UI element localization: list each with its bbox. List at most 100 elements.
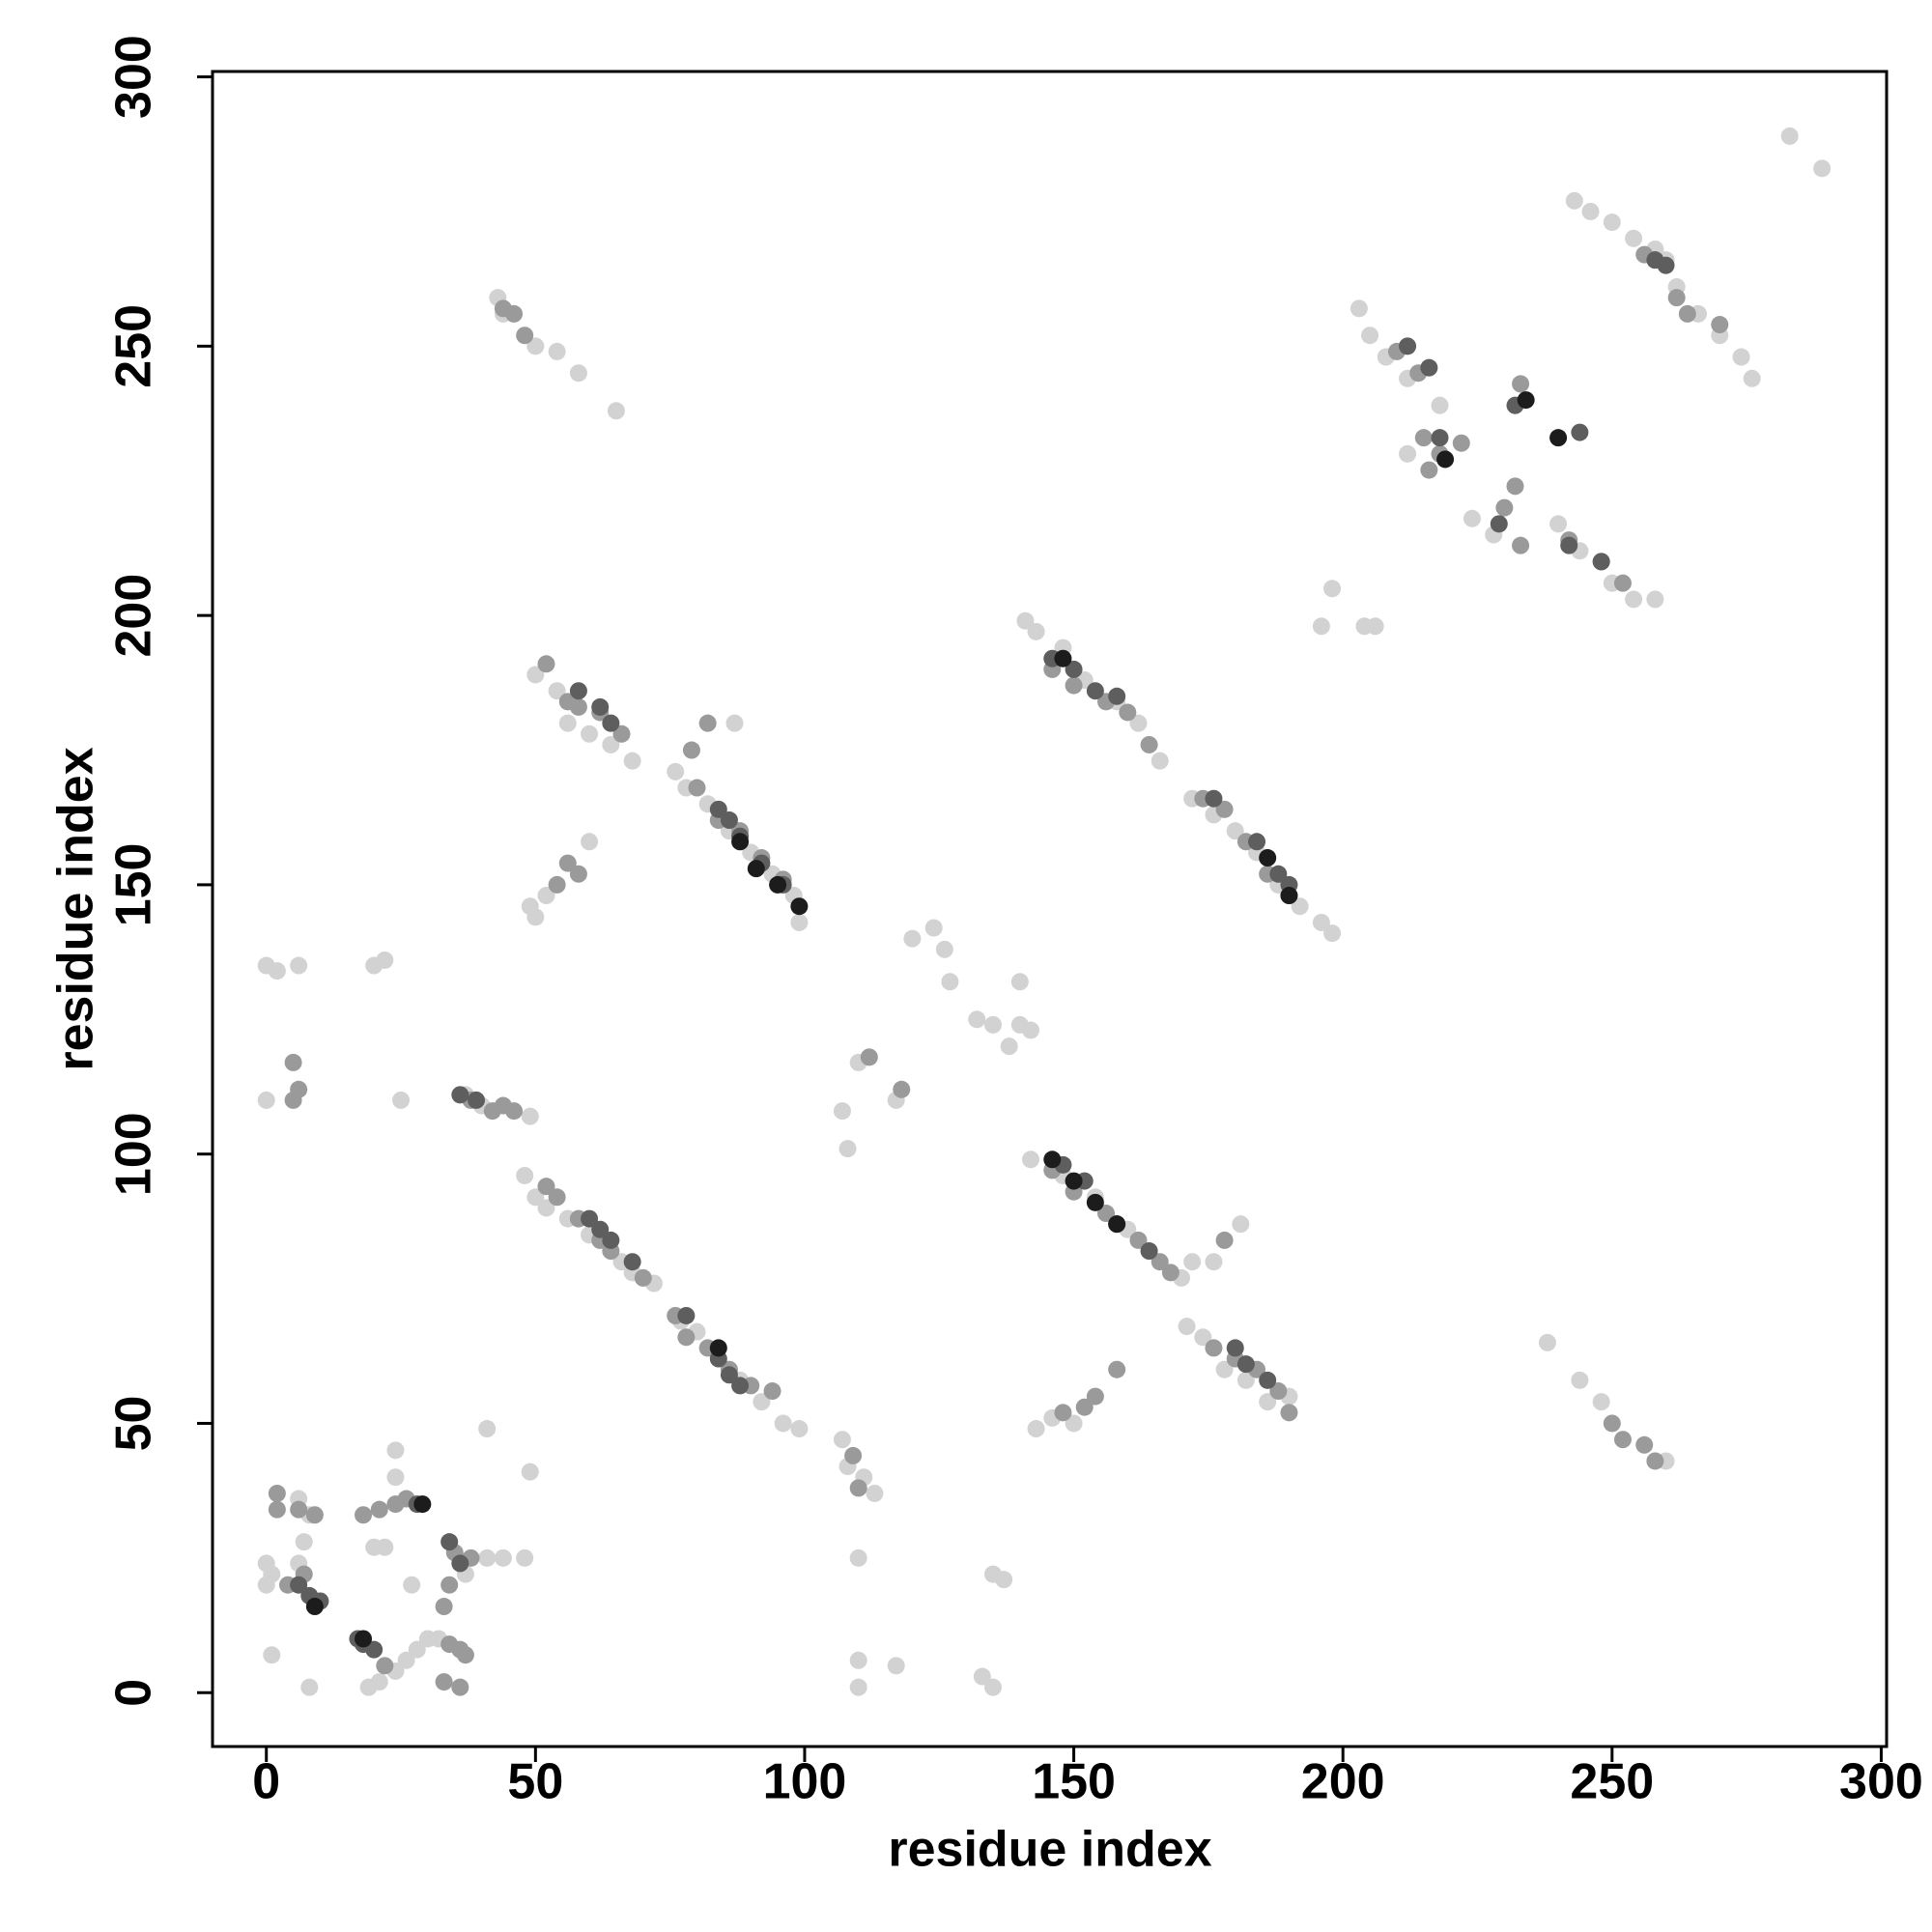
point <box>1280 1404 1298 1422</box>
point <box>838 1140 857 1158</box>
y-tick-label: 200 <box>106 574 162 658</box>
point <box>376 1657 394 1675</box>
point <box>866 1484 884 1502</box>
point <box>355 1506 373 1524</box>
point <box>1236 1371 1255 1389</box>
point <box>941 973 959 991</box>
point <box>468 1091 486 1109</box>
point <box>623 1253 641 1271</box>
point <box>1420 461 1438 479</box>
y-tick-label: 300 <box>106 35 162 119</box>
point <box>769 875 787 894</box>
point <box>558 854 577 872</box>
point <box>682 741 700 759</box>
point <box>844 1446 863 1464</box>
point <box>1549 429 1568 447</box>
point <box>1592 1393 1610 1411</box>
point <box>688 779 706 797</box>
point <box>505 304 524 323</box>
point <box>731 833 750 851</box>
point <box>1414 429 1433 447</box>
point <box>1119 703 1137 722</box>
point <box>365 1640 384 1659</box>
point <box>833 1431 851 1449</box>
point <box>478 1420 497 1438</box>
point <box>1603 1414 1621 1433</box>
point <box>849 1479 867 1497</box>
point <box>516 1166 534 1184</box>
point <box>581 833 599 851</box>
point <box>1613 1431 1632 1449</box>
point <box>376 1538 394 1556</box>
point <box>370 1500 388 1519</box>
point <box>516 1548 534 1567</box>
point <box>386 1441 405 1460</box>
point <box>413 1495 432 1514</box>
point <box>849 1678 867 1696</box>
point <box>1732 348 1750 366</box>
series <box>268 245 1729 1696</box>
y-axis-label: residue index <box>48 747 104 1070</box>
point <box>1161 1264 1179 1282</box>
point <box>612 724 631 743</box>
point <box>392 1091 411 1109</box>
point <box>849 1651 867 1669</box>
point <box>1151 1253 1169 1271</box>
point <box>1232 1215 1250 1234</box>
point <box>537 1199 555 1217</box>
point <box>1506 477 1524 496</box>
point <box>548 342 566 360</box>
point <box>1399 337 1417 355</box>
x-tick-label: 100 <box>763 1754 847 1810</box>
point <box>1538 1333 1556 1351</box>
point <box>1108 1215 1126 1234</box>
point <box>1010 973 1029 991</box>
point <box>720 1366 738 1384</box>
plot-frame <box>211 70 1889 1748</box>
point <box>774 1414 792 1433</box>
point <box>1215 1360 1234 1378</box>
point <box>1151 752 1169 770</box>
point <box>1021 1151 1039 1169</box>
point <box>1065 1172 1083 1190</box>
point <box>1361 327 1379 345</box>
point <box>290 1500 308 1519</box>
point <box>526 666 545 684</box>
x-tick-label: 250 <box>1570 1754 1654 1810</box>
point <box>581 724 599 743</box>
point <box>983 1015 1002 1034</box>
series <box>305 391 1568 1648</box>
point <box>602 735 620 753</box>
point <box>263 1565 281 1583</box>
point <box>1743 369 1761 387</box>
point <box>903 929 922 948</box>
point <box>521 1463 539 1481</box>
point <box>1129 714 1148 732</box>
point <box>983 1678 1002 1696</box>
point <box>607 402 625 420</box>
point <box>1027 622 1045 640</box>
point <box>623 752 641 770</box>
point <box>548 875 566 894</box>
point <box>1323 580 1342 598</box>
point <box>537 1178 555 1196</box>
point <box>505 1102 524 1121</box>
point <box>268 1484 286 1502</box>
point <box>1350 299 1368 318</box>
point <box>1436 450 1455 469</box>
point <box>935 940 953 958</box>
point <box>526 1188 545 1207</box>
point <box>1269 865 1288 883</box>
point <box>581 1209 599 1228</box>
series <box>290 251 1675 1659</box>
point <box>290 1576 308 1594</box>
point <box>569 697 587 716</box>
point <box>359 1678 378 1696</box>
point <box>1323 924 1342 943</box>
point <box>1140 735 1158 753</box>
point <box>1452 434 1470 452</box>
point <box>709 800 727 818</box>
point <box>1140 1242 1158 1261</box>
point <box>1603 213 1621 232</box>
y-tick-label: 50 <box>106 1396 162 1452</box>
